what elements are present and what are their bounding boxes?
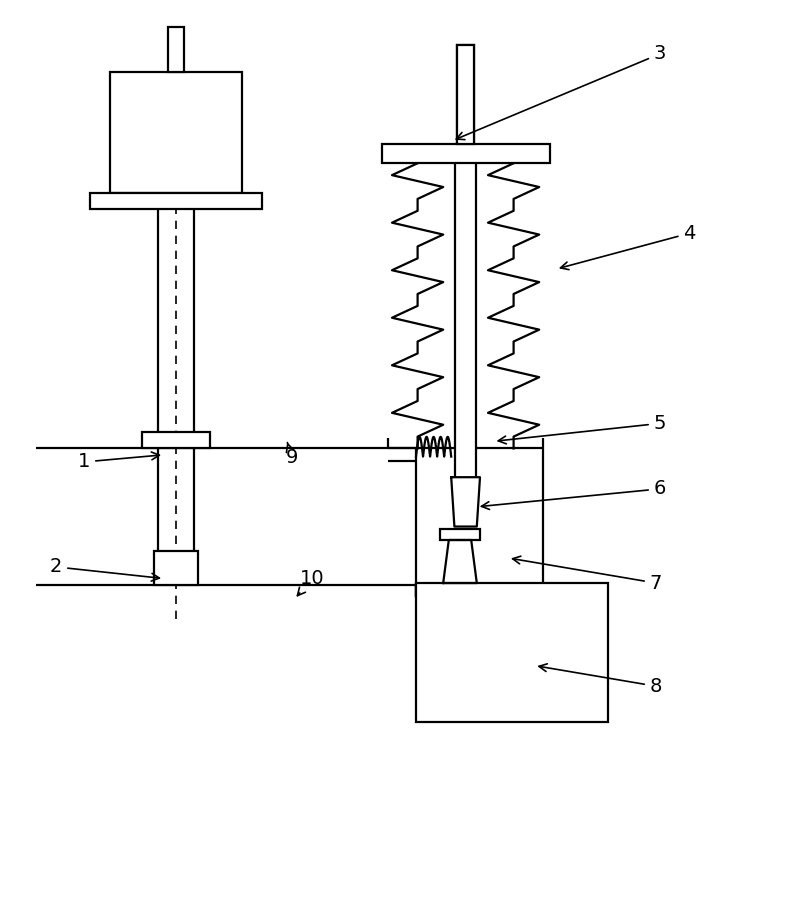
Text: 10: 10 bbox=[298, 569, 324, 596]
Text: 8: 8 bbox=[539, 664, 662, 696]
Bar bbox=[168, 27, 184, 72]
Bar bbox=[90, 193, 262, 209]
Bar bbox=[154, 551, 198, 585]
Text: 9: 9 bbox=[286, 442, 298, 467]
Bar bbox=[457, 45, 474, 144]
Text: 2: 2 bbox=[50, 557, 159, 581]
Polygon shape bbox=[451, 477, 480, 527]
Text: 6: 6 bbox=[482, 479, 666, 509]
Text: 4: 4 bbox=[561, 223, 696, 270]
Polygon shape bbox=[443, 540, 477, 583]
Bar bbox=[142, 432, 210, 448]
Text: 5: 5 bbox=[498, 414, 666, 444]
Bar bbox=[440, 529, 480, 540]
Bar bbox=[416, 583, 608, 722]
Bar bbox=[110, 72, 242, 193]
Text: 3: 3 bbox=[456, 44, 666, 140]
Bar bbox=[457, 45, 474, 144]
Bar bbox=[382, 144, 550, 163]
Text: 1: 1 bbox=[78, 452, 159, 472]
Text: 7: 7 bbox=[513, 556, 662, 593]
